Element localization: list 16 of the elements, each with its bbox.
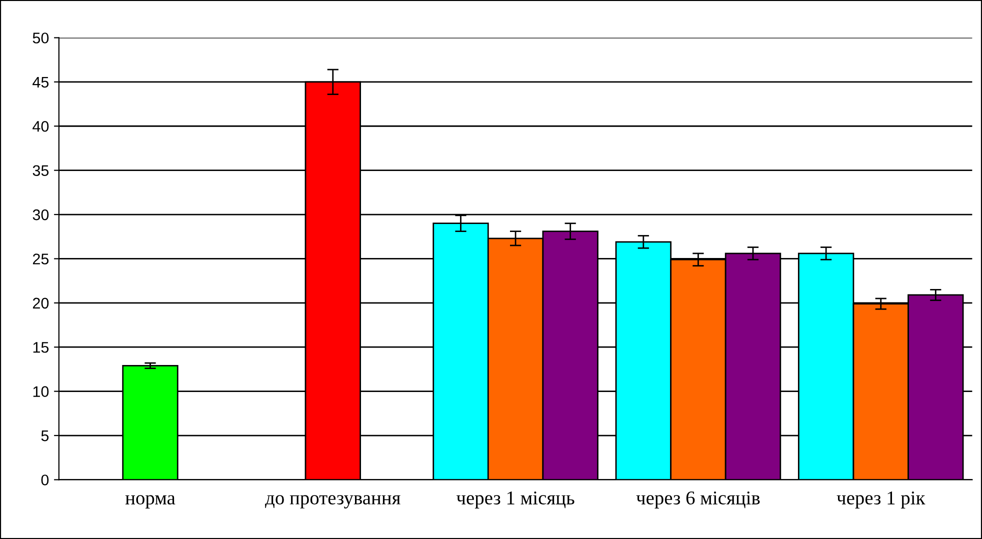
x-tick-label: через 6 місяців [636,491,760,508]
y-tick-label: 25 [32,254,49,264]
y-tick-label: 0 [41,474,49,486]
x-tick-label: до протезування [265,495,400,508]
x-tick-label: через 1 рік [836,491,926,508]
y-tick-label: 30 [32,209,49,220]
y-tick-label: 50 [32,32,49,44]
y-tick-label: 15 [33,342,49,353]
y-tick-label: 35 [32,165,49,176]
y-tick-label: 5 [41,430,49,442]
y-tick-label: 20 [32,298,49,309]
y-tick-label: 40 [32,120,49,132]
x-tick-label: норма [125,495,176,508]
y-tick-label: 10 [33,386,49,397]
y-tick-label: 45 [32,76,49,88]
x-tick-label: через 1 місяць [456,491,574,508]
